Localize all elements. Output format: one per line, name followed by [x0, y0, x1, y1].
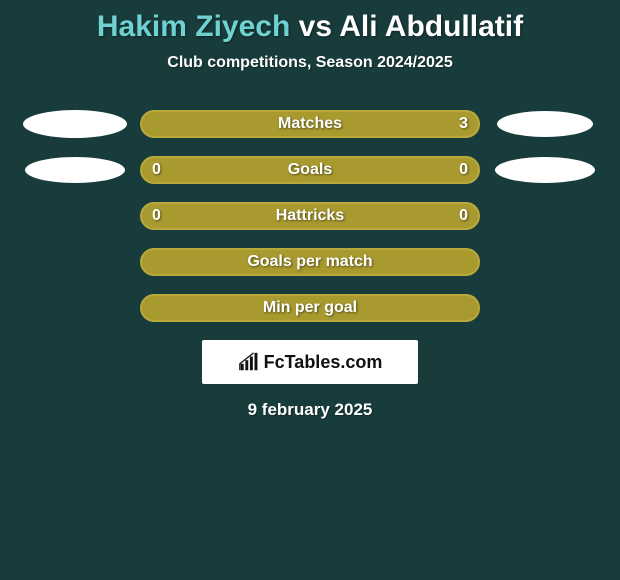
stat-right-value: 0: [459, 207, 468, 225]
stat-bar: 0 Goals 0: [140, 156, 480, 184]
barchart-icon: [238, 351, 260, 373]
stat-bar: 0 Hattricks 0: [140, 202, 480, 230]
stat-row: 0 Hattricks 0: [0, 202, 620, 230]
left-slot: [10, 110, 140, 138]
stat-bar: Goals per match: [140, 248, 480, 276]
title: Hakim Ziyech vs Ali Abdullatif: [0, 0, 620, 44]
stat-label: Hattricks: [276, 207, 344, 225]
player1-name: Hakim Ziyech: [97, 10, 290, 43]
logo-text: FcTables.com: [264, 352, 383, 373]
stat-right-value: 3: [459, 115, 468, 133]
stat-label: Min per goal: [263, 299, 357, 317]
player2-marker: [495, 157, 595, 183]
stat-right-value: 0: [459, 161, 468, 179]
stat-label: Goals per match: [247, 253, 372, 271]
player2-marker: [497, 111, 593, 137]
player1-marker: [23, 110, 127, 138]
stat-rows: Matches 3 0 Goals 0 0 Hattricks 0 Goals per matc…: [0, 110, 620, 322]
stat-bar: Matches 3: [140, 110, 480, 138]
date-line: 9 february 2025: [0, 400, 620, 420]
stat-row: Matches 3: [0, 110, 620, 138]
subtitle: Club competitions, Season 2024/2025: [0, 54, 620, 72]
stat-row: Goals per match: [0, 248, 620, 276]
stat-row: Min per goal: [0, 294, 620, 322]
stat-row: 0 Goals 0: [0, 156, 620, 184]
comparison-card: Hakim Ziyech vs Ali Abdullatif Club comp…: [0, 0, 620, 580]
logo-box: FcTables.com: [202, 340, 418, 384]
player2-name: Ali Abdullatif: [339, 10, 523, 43]
right-slot: [480, 157, 610, 183]
vs-text: vs: [290, 10, 339, 43]
stat-left-value: 0: [152, 161, 161, 179]
logo-inner: FcTables.com: [238, 351, 383, 373]
player1-marker: [25, 157, 125, 183]
left-slot: [10, 157, 140, 183]
stat-label: Goals: [288, 161, 332, 179]
stat-left-value: 0: [152, 207, 161, 225]
right-slot: [480, 111, 610, 137]
stat-bar: Min per goal: [140, 294, 480, 322]
stat-label: Matches: [278, 115, 342, 133]
